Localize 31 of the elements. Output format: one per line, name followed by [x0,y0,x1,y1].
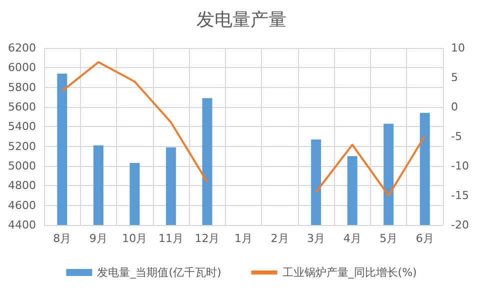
x-tick-label: 9月 [89,232,108,245]
x-tick-label: 11月 [158,232,184,245]
legend-label: 发电量_当期值(亿千瓦时) [97,266,222,279]
x-tick-label: 8月 [53,232,72,245]
x-tick-label: 2月 [270,232,289,245]
x-tick-label: 3月 [307,232,326,245]
legend-label: 工业锅炉产量_同比增长(%) [282,266,417,279]
y2-tick-label: 10 [451,42,465,54]
y-tick-label: 4400 [8,218,36,232]
y-tick-label: 5200 [8,140,36,153]
y-tick-label: 5800 [8,80,36,94]
y-tick-label: 5600 [8,100,36,114]
x-tick-label: 10月 [122,232,148,245]
y-tick-label: 5000 [8,160,36,172]
y-tick-label: 4600 [8,198,36,212]
x-tick-label: 12月 [194,232,220,245]
chart-title: 发电量产量 [196,10,286,30]
x-tick-label: 5月 [380,232,398,245]
y2-tick-label: -15 [451,189,469,202]
y-tick-label: 4800 [8,179,36,192]
y-tick-label: 5400 [8,120,36,134]
y2-tick-label: -20 [451,218,469,232]
y2-tick-label: 5 [451,71,458,84]
y2-tick-label: -5 [451,130,462,143]
x-tick-label: 4月 [343,232,362,245]
y2-tick-label: -10 [451,160,469,172]
y2-tick-label: 0 [451,100,458,114]
x-tick-label: 1月 [234,232,252,245]
x-tick-label: 6月 [416,232,434,245]
y-tick-label: 6000 [8,61,36,74]
y-tick-label: 6200 [8,42,36,54]
